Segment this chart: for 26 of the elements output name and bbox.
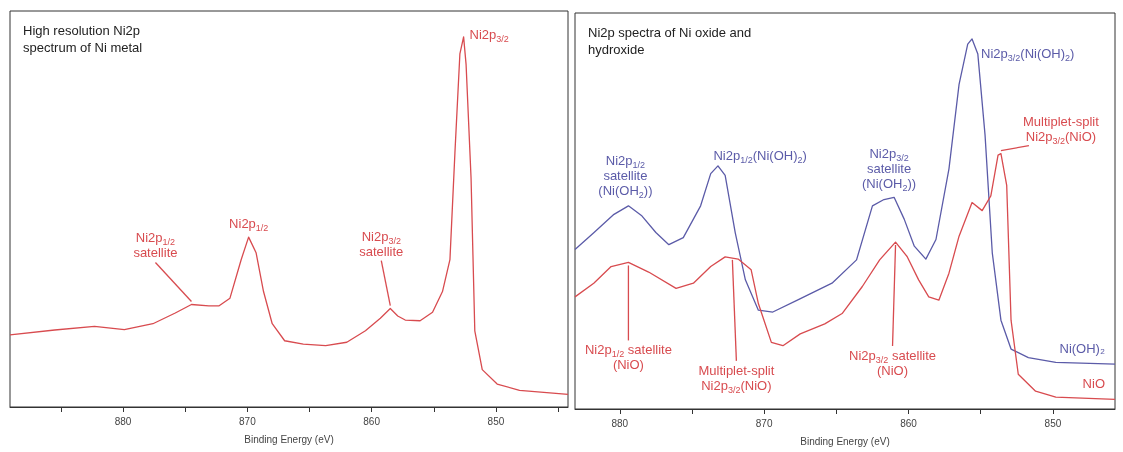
annotation: Ni2p$_{3/2}$ satellite [358, 228, 405, 259]
series-label: Ni(OH)₂ [1059, 341, 1105, 357]
chart-title: High resolution Ni2p spectrum of Ni metal [23, 23, 144, 55]
x-axis-title: Binding Energy (eV) [244, 433, 334, 445]
x-tick-label: 870 [755, 417, 773, 429]
chart-title: Ni2p spectra of Ni oxide and hydroxide [588, 25, 755, 57]
annotation: Ni2p$_{3/2}$ satellite (NiO) [848, 348, 937, 379]
series-label: NiO [1082, 376, 1105, 392]
x-tick-label: 860 [363, 415, 381, 427]
annotation: Ni2p$_{1/2}$ satellite [132, 230, 179, 261]
annotation: Ni2p$_{3/2}$ [469, 27, 509, 45]
annotation: Ni2p$_{1/2}$ satellite (Ni(OH$_{2}$)) [597, 152, 654, 200]
x-tick-label: 850 [1044, 417, 1062, 429]
annotation: Ni2p$_{1/2}$ [229, 216, 269, 234]
annotation: Ni2p$_{1/2}$ satellite (NiO) [583, 342, 673, 373]
annotation: Ni2p$_{3/2}$ satellite (Ni(OH$_{2}$)) [861, 146, 918, 194]
x-axis-title: Binding Energy (eV) [800, 435, 890, 447]
annotation: Multiplet-split Ni2p$_{3/2}$(NiO) [697, 362, 776, 395]
annotation: Ni2p$_{1/2}$(Ni(OH)$_{2}$) [713, 147, 807, 165]
x-tick-label: 880 [114, 415, 132, 427]
annotation: Multiplet-split Ni2p$_{3/2}$(NiO) [1022, 113, 1100, 146]
x-tick-label: 870 [239, 415, 257, 427]
x-tick-label: 880 [611, 417, 629, 429]
x-tick-label: 860 [900, 417, 918, 429]
x-tick-label: 850 [487, 415, 505, 427]
annotation: Ni2p$_{3/2}$(Ni(OH)$_{2}$) [981, 46, 1075, 64]
